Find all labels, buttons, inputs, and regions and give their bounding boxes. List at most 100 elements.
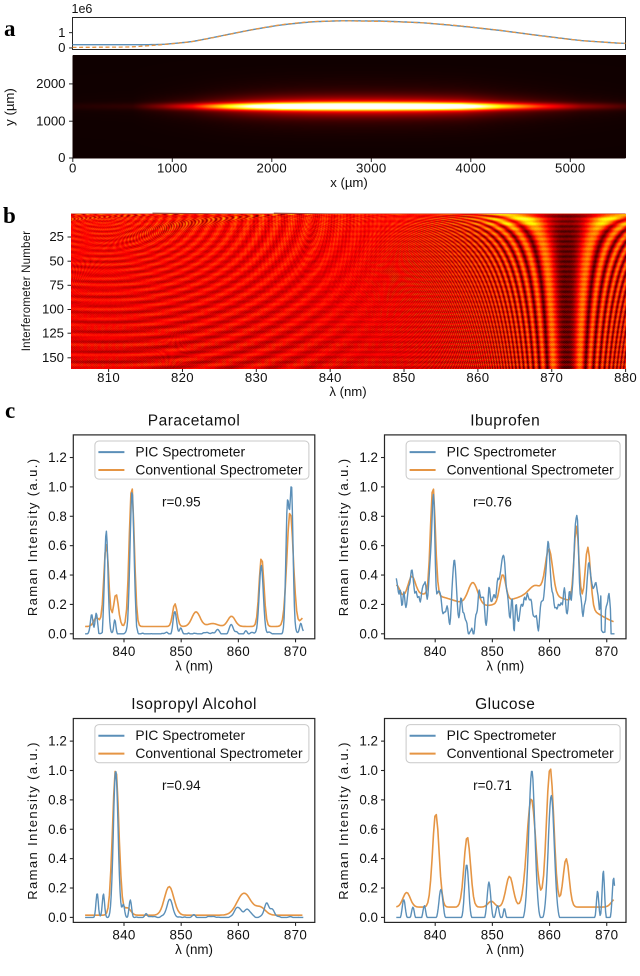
svg-text:1e6: 1e6 bbox=[72, 2, 93, 16]
svg-text:5000: 5000 bbox=[555, 161, 586, 176]
svg-text:3000: 3000 bbox=[356, 161, 387, 176]
svg-text:850: 850 bbox=[393, 370, 416, 385]
svg-text:0.0: 0.0 bbox=[48, 910, 67, 925]
svg-text:1.0: 1.0 bbox=[359, 763, 378, 778]
svg-text:Raman Intensity (a.u.): Raman Intensity (a.u.) bbox=[336, 741, 351, 900]
svg-text:0.4: 0.4 bbox=[48, 851, 67, 866]
svg-text:0.6: 0.6 bbox=[48, 538, 67, 553]
svg-text:860: 860 bbox=[227, 927, 250, 942]
svg-text:0.4: 0.4 bbox=[359, 851, 378, 866]
svg-text:880: 880 bbox=[614, 370, 637, 385]
svg-text:830: 830 bbox=[245, 370, 268, 385]
svg-text:a: a bbox=[4, 16, 16, 41]
svg-text:850: 850 bbox=[170, 927, 193, 942]
svg-text:Paracetamol: Paracetamol bbox=[148, 413, 241, 430]
svg-text:0: 0 bbox=[69, 161, 77, 176]
svg-text:850: 850 bbox=[481, 644, 504, 659]
svg-text:840: 840 bbox=[424, 644, 447, 659]
svg-text:0.2: 0.2 bbox=[48, 881, 67, 896]
svg-text:2000: 2000 bbox=[257, 161, 288, 176]
svg-text:Conventional Spectrometer: Conventional Spectrometer bbox=[135, 463, 303, 478]
svg-text:Raman Intensity (a.u.): Raman Intensity (a.u.) bbox=[25, 458, 40, 617]
svg-text:PIC Spectrometer: PIC Spectrometer bbox=[447, 728, 557, 743]
svg-text:850: 850 bbox=[170, 644, 193, 659]
svg-text:0.8: 0.8 bbox=[48, 792, 67, 807]
svg-text:λ (nm): λ (nm) bbox=[486, 942, 524, 957]
svg-text:0.4: 0.4 bbox=[48, 568, 67, 583]
svg-text:PIC Spectrometer: PIC Spectrometer bbox=[447, 445, 557, 460]
svg-text:860: 860 bbox=[227, 644, 250, 659]
svg-text:0.6: 0.6 bbox=[359, 538, 378, 553]
svg-text:λ (nm): λ (nm) bbox=[329, 384, 366, 399]
svg-text:0.2: 0.2 bbox=[359, 881, 378, 896]
svg-text:PIC Spectrometer: PIC Spectrometer bbox=[135, 445, 245, 460]
svg-text:Isopropyl Alcohol: Isopropyl Alcohol bbox=[131, 696, 257, 713]
svg-text:0: 0 bbox=[58, 150, 65, 165]
svg-text:1.0: 1.0 bbox=[48, 763, 67, 778]
svg-text:0.6: 0.6 bbox=[48, 822, 67, 837]
svg-text:0.2: 0.2 bbox=[48, 597, 67, 612]
svg-text:100: 100 bbox=[42, 302, 64, 317]
svg-text:0.0: 0.0 bbox=[359, 626, 378, 641]
svg-text:860: 860 bbox=[538, 644, 561, 659]
svg-text:0.0: 0.0 bbox=[359, 910, 378, 925]
svg-text:r=0.94: r=0.94 bbox=[162, 778, 201, 793]
svg-text:Glucose: Glucose bbox=[475, 696, 535, 713]
svg-text:1.2: 1.2 bbox=[48, 734, 67, 749]
svg-text:Raman Intensity (a.u.): Raman Intensity (a.u.) bbox=[336, 458, 351, 617]
svg-text:860: 860 bbox=[466, 370, 489, 385]
svg-text:r=0.95: r=0.95 bbox=[162, 494, 201, 509]
svg-text:0: 0 bbox=[58, 40, 65, 55]
svg-text:850: 850 bbox=[481, 927, 504, 942]
svg-text:0.8: 0.8 bbox=[359, 509, 378, 524]
svg-text:1: 1 bbox=[58, 25, 65, 40]
svg-text:870: 870 bbox=[284, 644, 307, 659]
svg-text:840: 840 bbox=[424, 927, 447, 942]
svg-text:1.2: 1.2 bbox=[48, 450, 67, 465]
svg-text:870: 870 bbox=[595, 927, 618, 942]
svg-text:Conventional Spectrometer: Conventional Spectrometer bbox=[447, 463, 615, 478]
svg-text:0.8: 0.8 bbox=[48, 509, 67, 524]
svg-text:0.4: 0.4 bbox=[359, 568, 378, 583]
svg-text:125: 125 bbox=[42, 325, 64, 340]
svg-text:0.2: 0.2 bbox=[359, 597, 378, 612]
svg-text:860: 860 bbox=[538, 927, 561, 942]
svg-text:810: 810 bbox=[97, 370, 120, 385]
svg-text:840: 840 bbox=[112, 644, 135, 659]
svg-text:0.8: 0.8 bbox=[359, 792, 378, 807]
svg-text:150: 150 bbox=[42, 350, 64, 365]
svg-text:b: b bbox=[3, 203, 16, 228]
svg-text:4000: 4000 bbox=[456, 161, 487, 176]
svg-text:840: 840 bbox=[319, 370, 342, 385]
svg-text:1000: 1000 bbox=[36, 113, 65, 128]
svg-text:870: 870 bbox=[540, 370, 563, 385]
svg-text:75: 75 bbox=[49, 278, 64, 293]
svg-text:Raman Intensity (a.u.): Raman Intensity (a.u.) bbox=[25, 741, 40, 900]
svg-text:50: 50 bbox=[49, 253, 64, 268]
svg-text:Conventional Spectrometer: Conventional Spectrometer bbox=[135, 746, 303, 761]
svg-text:870: 870 bbox=[284, 927, 307, 942]
svg-text:Ibuprofen: Ibuprofen bbox=[470, 413, 540, 430]
svg-text:820: 820 bbox=[171, 370, 194, 385]
svg-text:r=0.71: r=0.71 bbox=[473, 778, 512, 793]
svg-text:PIC Spectrometer: PIC Spectrometer bbox=[135, 728, 245, 743]
svg-text:1.0: 1.0 bbox=[48, 479, 67, 494]
svg-text:Interferometer Number: Interferometer Number bbox=[21, 231, 33, 352]
svg-text:0.6: 0.6 bbox=[359, 822, 378, 837]
svg-text:x (µm): x (µm) bbox=[330, 175, 368, 190]
svg-text:y (µm): y (µm) bbox=[2, 88, 17, 126]
svg-text:1.2: 1.2 bbox=[359, 734, 378, 749]
svg-text:c: c bbox=[5, 398, 15, 423]
svg-text:870: 870 bbox=[595, 644, 618, 659]
svg-text:λ (nm): λ (nm) bbox=[486, 658, 524, 673]
svg-text:1.2: 1.2 bbox=[359, 450, 378, 465]
svg-text:r=0.76: r=0.76 bbox=[473, 494, 512, 509]
svg-text:25: 25 bbox=[49, 229, 64, 244]
svg-text:λ (nm): λ (nm) bbox=[175, 942, 213, 957]
svg-text:1.0: 1.0 bbox=[359, 479, 378, 494]
svg-text:0.0: 0.0 bbox=[48, 626, 67, 641]
svg-text:1000: 1000 bbox=[157, 161, 188, 176]
svg-text:2000: 2000 bbox=[36, 76, 65, 91]
svg-text:λ (nm): λ (nm) bbox=[175, 658, 213, 673]
svg-text:840: 840 bbox=[112, 927, 135, 942]
